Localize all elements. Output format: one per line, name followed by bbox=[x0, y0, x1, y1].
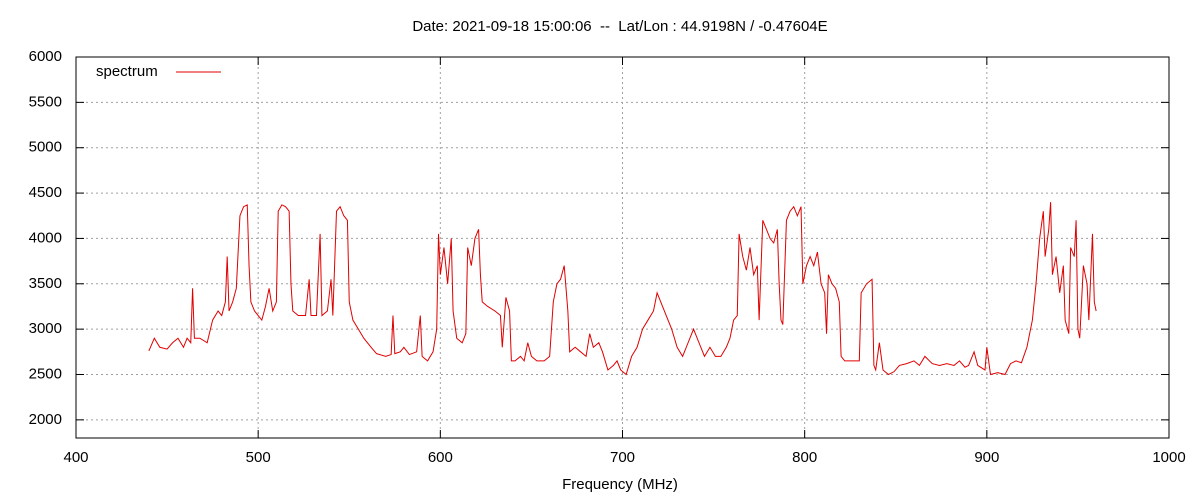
y-tick-label: 3500 bbox=[29, 275, 62, 292]
y-tick-label: 4500 bbox=[29, 184, 62, 201]
y-tick-label: 4000 bbox=[29, 229, 62, 246]
x-axis-label: Frequency (MHz) bbox=[562, 476, 678, 493]
x-tick-label: 700 bbox=[610, 449, 635, 466]
legend-label: spectrum bbox=[96, 63, 158, 80]
x-tick-label: 900 bbox=[974, 449, 999, 466]
y-tick-label: 2500 bbox=[29, 365, 62, 382]
x-tick-label: 600 bbox=[428, 449, 453, 466]
data-line bbox=[148, 202, 1097, 376]
y-tick-label: 6000 bbox=[29, 48, 62, 65]
y-tick-label: 2000 bbox=[29, 411, 62, 428]
x-tick-label: 400 bbox=[63, 449, 88, 466]
x-tick-label: 1000 bbox=[1152, 449, 1185, 466]
y-tick-label: 3000 bbox=[29, 320, 62, 337]
plot-frame bbox=[75, 56, 1170, 439]
x-tick-label: 500 bbox=[246, 449, 271, 466]
y-tick-label: 5500 bbox=[29, 93, 62, 110]
x-tick-label: 800 bbox=[792, 449, 817, 466]
chart-title: Date: 2021-09-18 15:00:06 -- Lat/Lon : 4… bbox=[412, 18, 827, 35]
y-tick-label: 5000 bbox=[29, 139, 62, 156]
